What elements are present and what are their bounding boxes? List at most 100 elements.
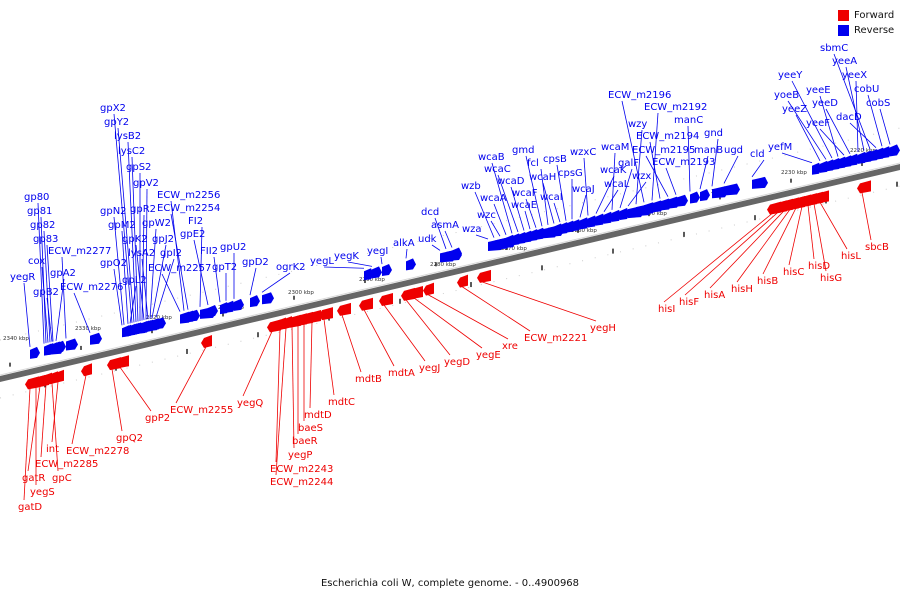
- leader-line: [41, 266, 49, 343]
- reverse-gene-feature[interactable]: [588, 215, 598, 228]
- reverse-gene-feature[interactable]: [620, 207, 630, 220]
- reverse-gene-label: gpR2: [130, 204, 156, 215]
- reverse-gene-feature[interactable]: [690, 191, 700, 204]
- forward-gene-feature[interactable]: [379, 293, 393, 307]
- tick-label: 2340 kbp: [3, 336, 29, 342]
- leader-line: [51, 381, 59, 443]
- reverse-gene-feature[interactable]: [226, 300, 236, 313]
- leader-line: [665, 167, 677, 195]
- reverse-gene-label: cld: [750, 149, 765, 160]
- reverse-gene-feature[interactable]: [156, 317, 166, 330]
- reverse-gene-label: wcaH: [529, 172, 556, 183]
- forward-gene-feature[interactable]: [319, 307, 333, 321]
- reverse-gene-label: gpJ2: [152, 234, 174, 245]
- tick-label: 2290 kbp: [359, 277, 385, 283]
- forward-gene-feature[interactable]: [81, 363, 92, 377]
- reverse-gene-label: manC: [674, 115, 703, 126]
- leader-line: [405, 299, 451, 356]
- forward-gene-feature[interactable]: [857, 180, 871, 194]
- leader-line: [611, 152, 616, 210]
- forward-gene-label: mdtB: [355, 374, 382, 385]
- leader-line: [491, 162, 513, 234]
- leader-line: [347, 261, 373, 267]
- reverse-gene-feature[interactable]: [262, 292, 274, 305]
- leader-line: [413, 297, 483, 349]
- leader-line: [709, 210, 785, 289]
- reverse-gene-feature[interactable]: [700, 189, 710, 202]
- reverse-gene-feature[interactable]: [604, 211, 614, 224]
- forward-gene-feature[interactable]: [457, 274, 468, 288]
- reverse-swatch-icon: [838, 25, 849, 36]
- reverse-gene-label: wza: [462, 224, 482, 235]
- reverse-gene-feature[interactable]: [90, 332, 102, 345]
- forward-gene-feature[interactable]: [337, 302, 351, 316]
- reverse-gene-label: gpU2: [220, 242, 246, 253]
- leader-line: [813, 203, 827, 272]
- leader-line: [249, 267, 257, 296]
- reverse-gene-feature[interactable]: [188, 309, 200, 322]
- reverse-gene-label: yegL: [310, 256, 334, 267]
- leader-line: [55, 278, 65, 341]
- reverse-gene-label: sbmC: [820, 43, 848, 54]
- reverse-gene-label: gpM2: [108, 220, 136, 231]
- reverse-gene-feature[interactable]: [208, 305, 218, 318]
- reverse-gene-feature[interactable]: [596, 213, 606, 226]
- reverse-gene-feature[interactable]: [580, 217, 590, 230]
- reverse-gene-feature[interactable]: [676, 194, 688, 207]
- forward-swatch-icon: [838, 10, 849, 21]
- forward-gene-feature[interactable]: [115, 355, 129, 369]
- reverse-gene-feature[interactable]: [882, 146, 892, 159]
- reverse-gene-label: yegI: [367, 246, 388, 257]
- reverse-gene-feature[interactable]: [752, 176, 768, 189]
- forward-gene-feature[interactable]: [201, 334, 212, 348]
- reverse-gene-feature[interactable]: [572, 219, 582, 232]
- tick-label: 2270 kbp: [501, 246, 527, 252]
- forward-gene-label: gpC: [52, 473, 72, 484]
- forward-gene-label: ECW_m2255: [170, 405, 233, 416]
- leader-line: [781, 152, 813, 164]
- leader-line: [427, 294, 509, 340]
- forward-gene-feature[interactable]: [477, 269, 491, 283]
- leader-line: [46, 244, 54, 342]
- reverse-gene-feature[interactable]: [234, 298, 244, 311]
- reverse-gene-feature[interactable]: [250, 295, 260, 308]
- reverse-gene-feature[interactable]: [372, 266, 382, 279]
- leader-line: [645, 155, 669, 197]
- reverse-gene-feature[interactable]: [406, 258, 416, 271]
- reverse-gene-feature[interactable]: [364, 268, 374, 281]
- forward-gene-feature[interactable]: [359, 297, 373, 311]
- reverse-gene-feature[interactable]: [724, 183, 740, 196]
- forward-gene-label: yegH: [590, 323, 616, 334]
- reverse-gene-feature[interactable]: [382, 264, 392, 277]
- forward-gene-feature[interactable]: [423, 282, 434, 296]
- reverse-gene-feature[interactable]: [890, 144, 900, 157]
- reverse-gene-label: ECW_m2276: [60, 282, 123, 293]
- leader-line: [619, 168, 633, 209]
- gene-features[interactable]: [25, 144, 900, 390]
- forward-gene-feature[interactable]: [409, 285, 423, 299]
- forward-gene-feature[interactable]: [815, 190, 829, 204]
- reverse-gene-feature[interactable]: [30, 346, 40, 359]
- reverse-gene-label: wcaE: [511, 200, 537, 211]
- leader-line: [61, 256, 67, 339]
- leader-line: [119, 366, 152, 412]
- reverse-gene-label: gpS2: [126, 162, 151, 173]
- reverse-gene-feature[interactable]: [812, 162, 822, 175]
- reverse-gene-feature[interactable]: [53, 341, 63, 354]
- reverse-gene-feature[interactable]: [612, 209, 622, 222]
- leader-line: [474, 191, 495, 238]
- leader-line: [791, 80, 833, 159]
- reverse-gene-label: gp80: [24, 192, 49, 203]
- forward-gene-label: baeS: [298, 423, 323, 434]
- leader-line: [540, 168, 549, 225]
- reverse-gene-feature[interactable]: [850, 153, 860, 166]
- leader-line: [807, 205, 815, 260]
- reverse-gene-feature[interactable]: [66, 338, 78, 351]
- leader-line: [819, 128, 845, 156]
- forward-gene-feature[interactable]: [53, 369, 64, 383]
- forward-gene-feature[interactable]: [307, 309, 321, 323]
- reverse-gene-feature[interactable]: [452, 247, 462, 260]
- reverse-gene-label: wcaK: [600, 165, 627, 176]
- forward-gene-label: hisI: [658, 304, 675, 315]
